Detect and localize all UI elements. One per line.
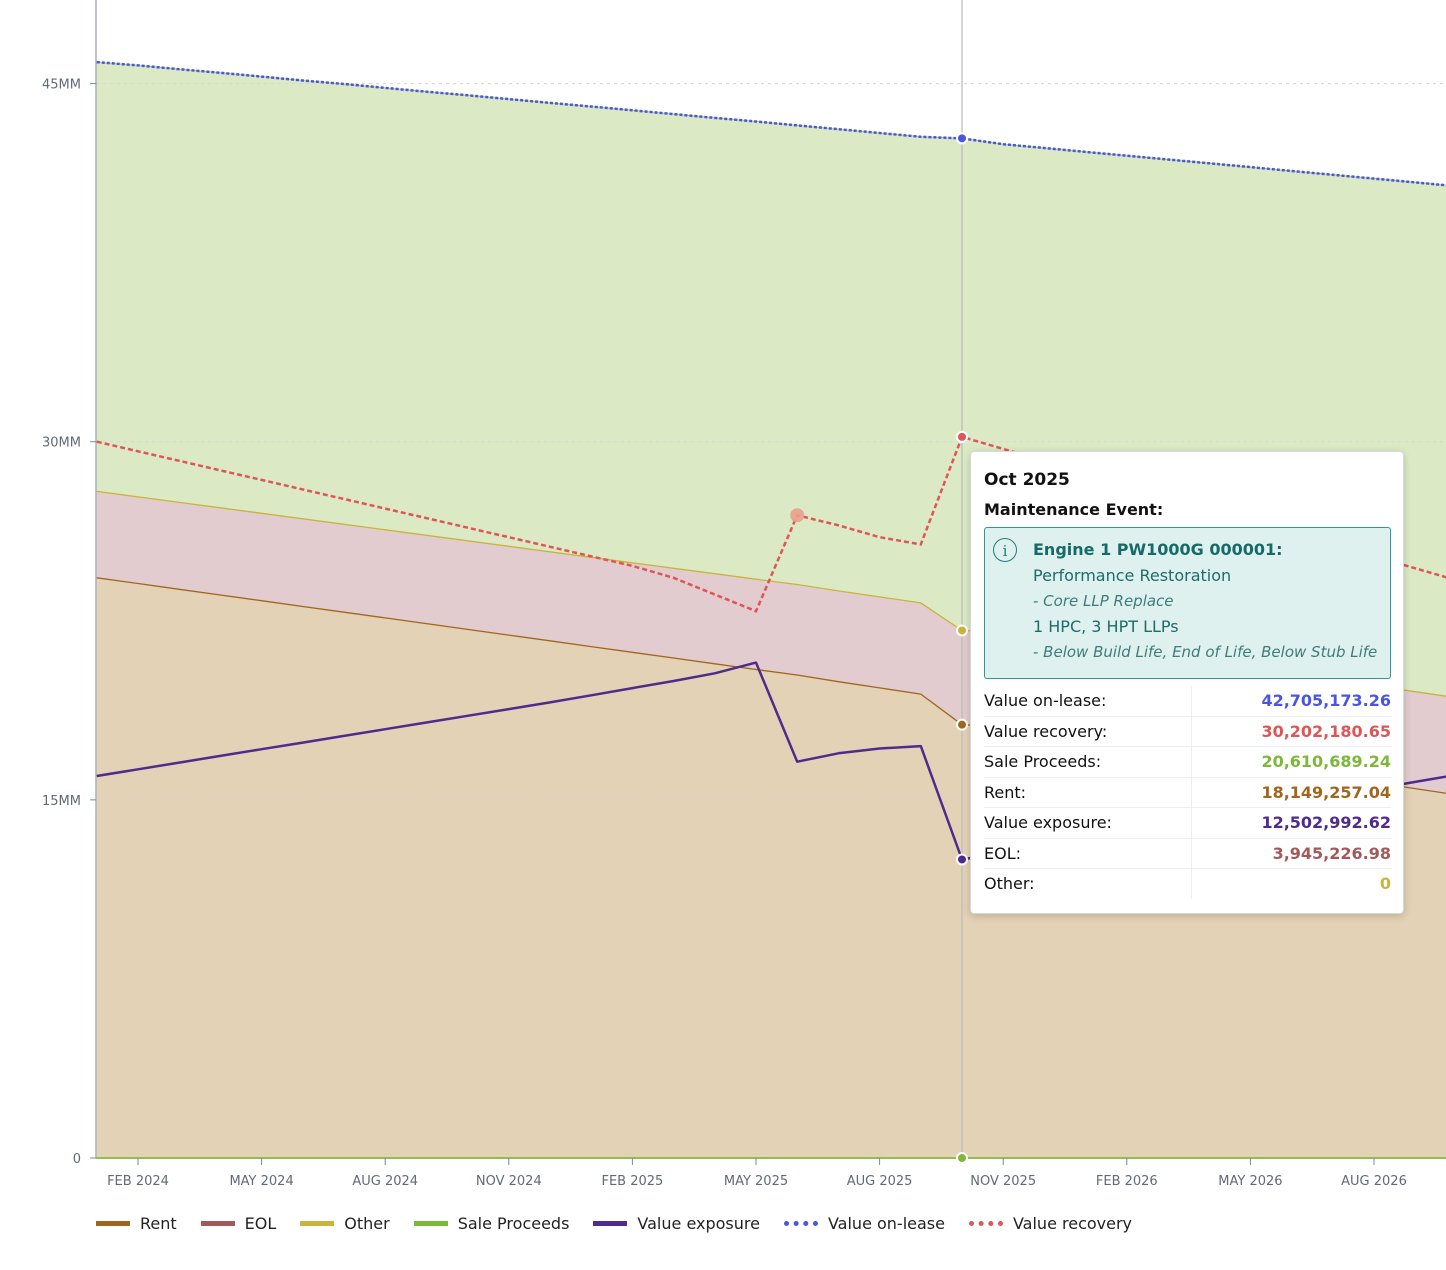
tooltip-row-value: 12,502,992.62	[1191, 807, 1391, 839]
x-tick-label: AUG 2024	[352, 1174, 418, 1189]
x-tick-label: FEB 2024	[107, 1174, 169, 1189]
legend-label: Rent	[140, 1214, 177, 1233]
legend-item-value-on-lease[interactable]: Value on-lease	[783, 1214, 945, 1233]
legend-label: Value recovery	[1012, 1214, 1133, 1233]
line-value-on-lease	[96, 60, 1446, 187]
point-other	[956, 624, 968, 637]
x-tick-label: MAY 2026	[1218, 1174, 1282, 1189]
event-note: - Core LLP Replace	[1033, 592, 1174, 610]
event-title: Engine 1 PW1000G 000001:	[1033, 540, 1283, 559]
tooltip-row-value: 20,610,689.24	[1191, 746, 1391, 778]
legend-label: Sale Proceeds	[457, 1214, 570, 1233]
tooltip-row-label: Rent:	[984, 777, 1192, 808]
area-rent	[96, 577, 1446, 1158]
event-note: - Below Build Life, End of Life, Below S…	[1033, 643, 1378, 661]
tooltip-subtitle: Maintenance Event:	[984, 500, 1164, 519]
chart-gridlines	[96, 83, 1446, 801]
legend-swatch	[96, 1221, 130, 1226]
legend-item-other[interactable]: Other	[300, 1214, 390, 1233]
maintenance-event-box: i Engine 1 PW1000G 000001: Performance R…	[984, 527, 1391, 679]
point-value-on-lease	[956, 132, 968, 145]
tooltip-values-table: Value on-lease: 42,705,173.26 Value recove…	[984, 686, 1391, 899]
legend-label: Value exposure	[637, 1214, 760, 1233]
legend-swatch	[200, 1221, 235, 1226]
tooltip-row-value: 30,202,180.65	[1191, 716, 1391, 747]
tooltip-row: Rent: 18,149,257.04	[984, 777, 1391, 808]
point-value-recovery	[956, 430, 968, 443]
info-icon: i	[993, 538, 1017, 562]
x-tick-label: NOV 2025	[970, 1174, 1036, 1189]
tooltip-month: Oct 2025	[984, 470, 1070, 490]
y-tick-label: 15MM	[42, 794, 81, 809]
legend-item-sale-proceeds[interactable]: Sale Proceeds	[413, 1214, 570, 1233]
tooltip-row: Value recovery: 30,202,180.65	[984, 716, 1391, 747]
tooltip-row: EOL: 3,945,226.98	[984, 838, 1391, 869]
tooltip-row-value: 42,705,173.26	[1191, 686, 1391, 717]
event-line: Performance Restoration	[1033, 566, 1232, 585]
x-tick-label: AUG 2025	[847, 1174, 913, 1189]
x-tick-label: MAY 2025	[724, 1174, 788, 1189]
legend-item-eol[interactable]: EOL	[200, 1214, 277, 1233]
tooltip-row-label: Sale Proceeds:	[984, 746, 1192, 778]
legend-label: Value on-lease	[827, 1214, 945, 1233]
x-tick-label: FEB 2025	[601, 1174, 663, 1189]
y-tick-label: 0	[73, 1152, 81, 1167]
tooltip-row-label: EOL:	[984, 838, 1192, 869]
point-value-exposure	[956, 853, 968, 866]
chart-legend: Rent EOL Other Sale Proceeds Value exposure V…	[96, 1214, 1156, 1233]
tooltip-row: Sale Proceeds: 20,610,689.24	[984, 746, 1391, 778]
legend-label: Other	[344, 1214, 390, 1233]
tooltip-row-label: Value exposure:	[984, 807, 1192, 839]
tooltip-row: Other: 0	[984, 868, 1391, 899]
point-highlight-value-recovery	[790, 508, 805, 523]
tooltip-row: Value on-lease: 42,705,173.26	[984, 686, 1391, 717]
legend-swatch	[593, 1221, 628, 1226]
chart-tooltip: Oct 2025 Maintenance Event: i Engine 1 P…	[970, 451, 1404, 914]
legend-swatch	[968, 1221, 1003, 1226]
point-rent	[956, 718, 968, 731]
legend-item-rent[interactable]: Rent	[96, 1214, 177, 1233]
y-tick-label: 45MM	[42, 78, 81, 93]
legend-item-value-exposure[interactable]: Value exposure	[593, 1214, 760, 1233]
tooltip-row-value: 18,149,257.04	[1191, 777, 1391, 808]
legend-label: EOL	[244, 1214, 277, 1233]
tooltip-row-label: Other:	[984, 868, 1192, 899]
chart-points	[790, 132, 968, 1164]
legend-swatch	[413, 1221, 448, 1226]
legend-swatch	[300, 1221, 335, 1226]
tooltip-row-label: Value on-lease:	[984, 686, 1192, 717]
y-tick-label: 30MM	[42, 436, 81, 451]
x-tick-label: NOV 2024	[476, 1174, 542, 1189]
tooltip-row-value: 0	[1379, 874, 1391, 894]
tooltip-row-label: Value recovery:	[984, 716, 1192, 747]
tooltip-row-value: 3,945,226.98	[1191, 838, 1391, 869]
legend-swatch	[783, 1221, 818, 1226]
event-line: 1 HPC, 3 HPT LLPs	[1033, 617, 1179, 636]
x-tick-label: MAY 2024	[229, 1174, 293, 1189]
x-tick-label: AUG 2026	[1341, 1174, 1407, 1189]
legend-item-value-recovery[interactable]: Value recovery	[968, 1214, 1133, 1233]
tooltip-row: Value exposure: 12,502,992.62	[984, 807, 1391, 839]
chart-axes: 0 15MM 30MM 45MM FEB 2024 MAY 2024 AUG 2024 NOV…	[42, 0, 1446, 1189]
point-sale-proceeds	[956, 1152, 968, 1164]
x-tick-label: FEB 2026	[1096, 1174, 1158, 1189]
